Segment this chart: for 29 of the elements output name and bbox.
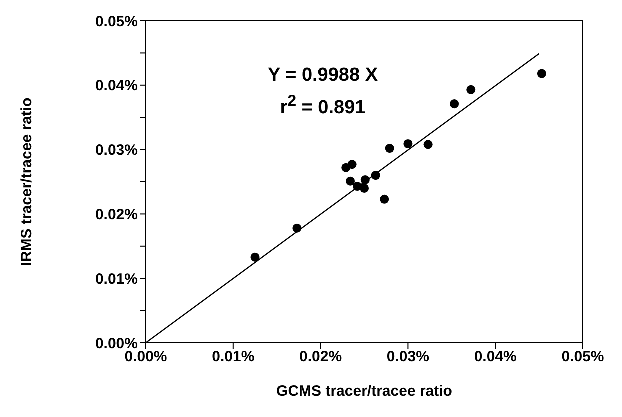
point	[346, 176, 356, 186]
y-tick-label: 0.05%	[95, 13, 138, 30]
point	[348, 160, 357, 170]
y-tick-label: 0.04%	[95, 78, 138, 95]
x-tick-label: 0.04%	[474, 348, 517, 366]
point	[250, 252, 260, 262]
point	[450, 100, 460, 109]
point	[424, 140, 433, 150]
point	[360, 176, 370, 185]
y-tick-label: 0.03%	[95, 142, 138, 160]
point	[385, 144, 394, 154]
point	[537, 69, 546, 78]
annotation: Y = 0.9988 X	[266, 64, 380, 88]
x-tick-label: 0.02%	[300, 348, 342, 366]
point	[466, 85, 476, 94]
point	[404, 140, 413, 149]
y-tick-label: 0.02%	[95, 206, 138, 224]
point	[380, 194, 390, 204]
point	[360, 184, 370, 193]
x-tick-label: 0.05%	[562, 348, 604, 366]
x-axis-title: GCMS tracer/tracee ratio	[276, 383, 452, 400]
point	[371, 171, 380, 180]
annotation: r$^{2}$ = 0.891	[279, 92, 367, 120]
x-tick-label: 0.01%	[212, 348, 255, 366]
y-axis-title: IRMS tracer/tracee ratio	[18, 98, 36, 266]
x-tick-label: 0.03%	[386, 348, 430, 366]
y-tick-label: 0.01%	[95, 270, 138, 288]
point	[352, 182, 362, 192]
point	[292, 224, 302, 233]
